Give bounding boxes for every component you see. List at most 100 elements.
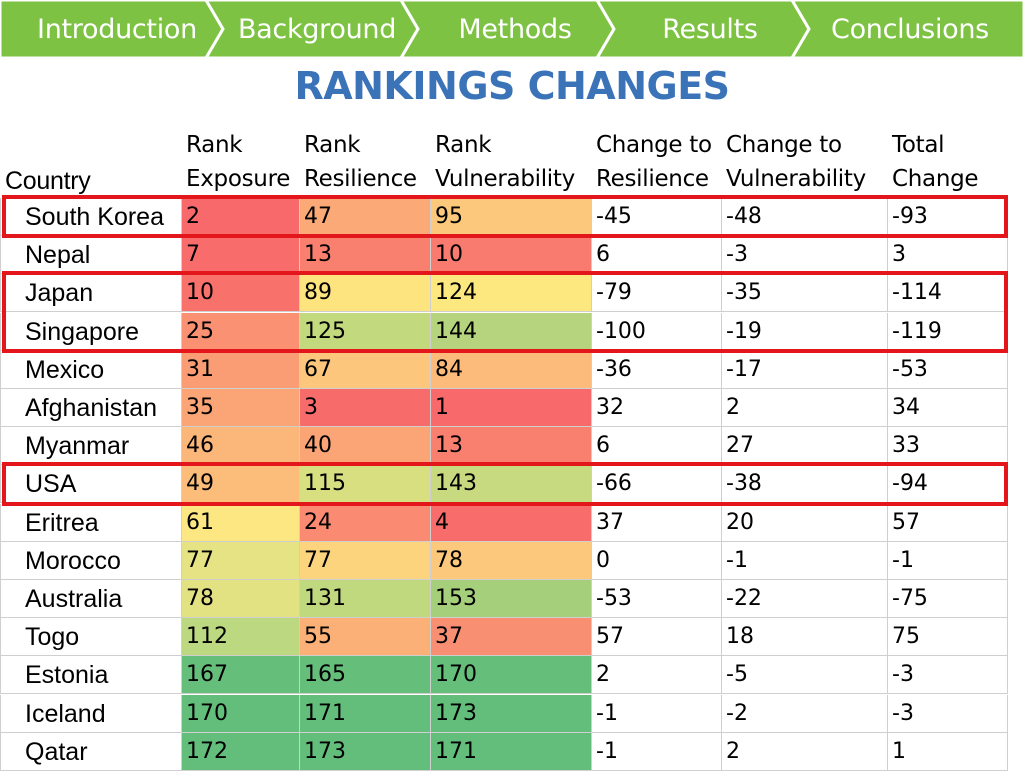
cell-change-resilience: -45 bbox=[592, 198, 722, 236]
cell-rank-resilience: 67 bbox=[300, 350, 431, 389]
cell-rank-resilience: 165 bbox=[300, 656, 431, 695]
cell-change-resilience: 6 bbox=[592, 427, 722, 466]
header-line1: Change to bbox=[596, 132, 712, 158]
cell-rank-resilience: 3 bbox=[300, 389, 431, 427]
header-line1: Rank bbox=[304, 132, 361, 158]
cell-total-change: 57 bbox=[888, 503, 1008, 542]
cell-change-vulnerability: -22 bbox=[722, 580, 888, 618]
cell-rank-exposure: 35 bbox=[182, 389, 300, 427]
table-row: Mexico 31 67 84 -36 -17 -53 bbox=[0, 350, 1008, 389]
cell-change-resilience: -79 bbox=[592, 274, 722, 313]
cell-total-change: 34 bbox=[888, 389, 1008, 427]
cell-country: Qatar bbox=[0, 732, 182, 771]
cell-change-vulnerability: -35 bbox=[722, 274, 888, 313]
cell-rank-vulnerability: 13 bbox=[431, 427, 592, 466]
header-total-change: Total Change bbox=[892, 128, 979, 196]
cell-rank-vulnerability: 143 bbox=[431, 465, 592, 504]
cell-rank-exposure: 25 bbox=[182, 312, 300, 351]
header-line1: Change to bbox=[726, 132, 842, 158]
header-line2: Vulnerability bbox=[435, 166, 575, 192]
cell-rank-exposure: 112 bbox=[182, 618, 300, 657]
cell-rank-vulnerability: 84 bbox=[431, 350, 592, 389]
cell-rank-vulnerability: 1 bbox=[431, 389, 592, 427]
nav-step-results[interactable]: Results bbox=[662, 13, 758, 45]
table-row: Eritrea 61 24 4 37 20 57 bbox=[0, 503, 1008, 542]
cell-rank-exposure: 170 bbox=[182, 694, 300, 733]
cell-rank-exposure: 7 bbox=[182, 236, 300, 275]
cell-country: Singapore bbox=[0, 312, 182, 351]
cell-change-resilience: 0 bbox=[592, 541, 722, 580]
cell-rank-resilience: 47 bbox=[300, 198, 431, 236]
cell-rank-vulnerability: 173 bbox=[431, 694, 592, 733]
cell-change-vulnerability: -38 bbox=[722, 465, 888, 504]
cell-change-vulnerability: -17 bbox=[722, 350, 888, 389]
nav-step-conclusions[interactable]: Conclusions bbox=[831, 13, 989, 45]
cell-change-vulnerability: 2 bbox=[722, 732, 888, 771]
cell-total-change: 33 bbox=[888, 427, 1008, 466]
cell-total-change: 3 bbox=[888, 236, 1008, 275]
table-row: South Korea 2 47 95 -45 -48 -93 bbox=[0, 198, 1008, 236]
nav-step-methods[interactable]: Methods bbox=[458, 13, 572, 45]
cell-rank-vulnerability: 171 bbox=[431, 732, 592, 771]
table-row: Morocco 77 77 78 0 -1 -1 bbox=[0, 541, 1008, 580]
progress-nav: Introduction Background Methods Results … bbox=[0, 0, 1024, 58]
cell-total-change: -75 bbox=[888, 580, 1008, 618]
cell-rank-exposure: 172 bbox=[182, 732, 300, 771]
header-rank-exposure: Rank Exposure bbox=[186, 128, 290, 196]
header-line1: Total bbox=[892, 132, 945, 158]
cell-country: USA bbox=[0, 465, 182, 504]
cell-change-resilience: -36 bbox=[592, 350, 722, 389]
header-line1: Rank bbox=[435, 132, 492, 158]
cell-change-resilience: 6 bbox=[592, 236, 722, 275]
table-row: Nepal 7 13 10 6 -3 3 bbox=[0, 236, 1008, 275]
cell-rank-exposure: 10 bbox=[182, 274, 300, 313]
cell-change-vulnerability: 2 bbox=[722, 389, 888, 427]
cell-rank-resilience: 125 bbox=[300, 312, 431, 351]
cell-total-change: -53 bbox=[888, 350, 1008, 389]
cell-rank-resilience: 40 bbox=[300, 427, 431, 466]
table-row: Japan 10 89 124 -79 -35 -114 bbox=[0, 274, 1008, 313]
cell-change-vulnerability: -5 bbox=[722, 656, 888, 695]
cell-country: Togo bbox=[0, 618, 182, 657]
nav-step-background[interactable]: Background bbox=[237, 13, 397, 45]
header-change-vulnerability: Change to Vulnerability bbox=[726, 128, 866, 196]
header-line2: Resilience bbox=[596, 166, 709, 192]
cell-rank-exposure: 61 bbox=[182, 503, 300, 542]
table-row: Estonia 167 165 170 2 -5 -3 bbox=[0, 656, 1008, 695]
cell-change-resilience: -66 bbox=[592, 465, 722, 504]
cell-change-resilience: -1 bbox=[592, 694, 722, 733]
nav-step-introduction[interactable]: Introduction bbox=[37, 13, 197, 45]
cell-total-change: -94 bbox=[888, 465, 1008, 504]
cell-rank-vulnerability: 124 bbox=[431, 274, 592, 313]
cell-rank-vulnerability: 37 bbox=[431, 618, 592, 657]
table-header-row: Country Rank Exposure Rank Resilience Ra… bbox=[0, 124, 1010, 198]
table-row: Togo 112 55 37 57 18 75 bbox=[0, 618, 1008, 657]
page-title: RANKINGS CHANGES bbox=[294, 64, 730, 108]
cell-rank-resilience: 173 bbox=[300, 732, 431, 771]
cell-country: Japan bbox=[0, 274, 182, 313]
cell-rank-vulnerability: 144 bbox=[431, 312, 592, 351]
table-row: USA 49 115 143 -66 -38 -94 bbox=[0, 465, 1008, 504]
cell-change-vulnerability: 18 bbox=[722, 618, 888, 657]
cell-change-vulnerability: 27 bbox=[722, 427, 888, 466]
cell-rank-resilience: 171 bbox=[300, 694, 431, 733]
cell-change-vulnerability: -19 bbox=[722, 312, 888, 351]
cell-country: Eritrea bbox=[0, 503, 182, 542]
table-row: Qatar 172 173 171 -1 2 1 bbox=[0, 732, 1008, 771]
cell-country: Morocco bbox=[0, 541, 182, 580]
table-row: Singapore 25 125 144 -100 -19 -119 bbox=[0, 312, 1008, 351]
cell-country: Nepal bbox=[0, 236, 182, 275]
cell-total-change: -114 bbox=[888, 274, 1008, 313]
table-row: Afghanistan 35 3 1 32 2 34 bbox=[0, 389, 1008, 427]
cell-country: Iceland bbox=[0, 694, 182, 733]
cell-rank-vulnerability: 4 bbox=[431, 503, 592, 542]
cell-rank-vulnerability: 95 bbox=[431, 198, 592, 236]
cell-change-vulnerability: -2 bbox=[722, 694, 888, 733]
cell-total-change: -3 bbox=[888, 656, 1008, 695]
cell-country: Mexico bbox=[0, 350, 182, 389]
cell-rank-resilience: 131 bbox=[300, 580, 431, 618]
cell-change-resilience: -53 bbox=[592, 580, 722, 618]
cell-change-vulnerability: -1 bbox=[722, 541, 888, 580]
cell-change-vulnerability: -3 bbox=[722, 236, 888, 275]
cell-rank-vulnerability: 153 bbox=[431, 580, 592, 618]
